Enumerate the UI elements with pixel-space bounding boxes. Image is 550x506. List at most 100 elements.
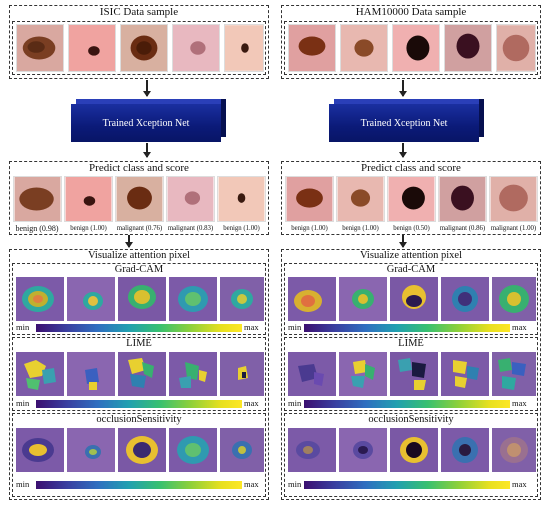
isic-occlusion-map-1 [16, 428, 64, 472]
isic-predict-image-5 [217, 176, 266, 222]
ham-gradcam-map-5 [492, 277, 536, 321]
isic-sample-image-1 [16, 24, 64, 72]
ham-predict-image-5 [489, 176, 538, 222]
ham-lime-map-5 [492, 352, 536, 396]
ham-lime-min-label: min [288, 398, 302, 408]
ham-sample-image-4 [444, 24, 492, 72]
isic-lime-map-4 [169, 352, 217, 396]
isic-occlusion-min-label: min [16, 479, 30, 489]
isic-lime-max-label: max [244, 398, 259, 408]
isic-occlusion-map-2 [67, 428, 115, 472]
isic-gradcam-title: Grad-CAM [114, 264, 164, 275]
ham-lime-colorbar [304, 400, 510, 408]
isic-attention-box [9, 249, 269, 500]
ham-occlusion-map-2 [339, 428, 387, 472]
isic-predict-image-4 [166, 176, 215, 222]
isic-lime-map-5 [220, 352, 264, 396]
xception-net-block-left: Trained Xception Net [71, 99, 226, 142]
ham-lime-box [284, 337, 538, 411]
ham-pred-label-3: benign (0.50) [393, 225, 430, 232]
ham-lime-map-2 [339, 352, 387, 396]
isic-pred-label-2: benign (1.00) [70, 225, 107, 232]
isic-lime-min-label: min [16, 398, 30, 408]
arrow-predict-to-attention-right [399, 235, 406, 248]
isic-lime-colorbar [36, 400, 242, 408]
ham-attention-box [281, 249, 541, 500]
isic-pred-label-3: malignant (0.76) [116, 225, 163, 232]
xception-net-label-left: Trained Xception Net [102, 117, 190, 129]
ham-predict-image-4 [438, 176, 487, 222]
isic-lime-map-2 [67, 352, 115, 396]
isic-gradcam-map-2 [67, 277, 115, 321]
isic-gradcam-min-label: min [16, 322, 30, 332]
ham-sample-inner-box [284, 21, 538, 75]
isic-sample-image-3 [120, 24, 168, 72]
ham-gradcam-map-3 [390, 277, 438, 321]
ham-predict-image-3 [387, 176, 436, 222]
isic-occlusion-map-5 [220, 428, 264, 472]
xception-net-block-right: Trained Xception Net [329, 99, 484, 142]
ham-attention-title: Visualize attention pixel [359, 250, 462, 261]
arrow-net-to-predict-right [399, 143, 406, 158]
ham-occlusion-min-label: min [288, 479, 302, 489]
isic-gradcam-map-3 [118, 277, 166, 321]
isic-lime-title: LIME [126, 338, 152, 349]
isic-sample-image-5 [224, 24, 264, 72]
ham-gradcam-title: Grad-CAM [386, 264, 436, 275]
isic-gradcam-box [12, 263, 266, 335]
isic-gradcam-map-5 [220, 277, 264, 321]
isic-lime-box [12, 337, 266, 411]
ham-occlusion-map-5 [492, 428, 536, 472]
isic-gradcam-colorbar [36, 324, 242, 332]
ham-sample-image-3 [392, 24, 440, 72]
ham-lime-map-1 [288, 352, 336, 396]
ham-gradcam-min-label: min [288, 322, 302, 332]
arrow-net-to-predict-left [143, 143, 150, 158]
xception-net-label-right: Trained Xception Net [360, 117, 448, 129]
ham-occlusion-map-1 [288, 428, 336, 472]
ham-sample-image-5 [496, 24, 536, 72]
ham-occlusion-map-4 [441, 428, 489, 472]
isic-occlusion-colorbar [36, 481, 242, 489]
ham-lime-max-label: max [512, 398, 527, 408]
ham-gradcam-box [284, 263, 538, 335]
isic-predict-box [9, 161, 269, 235]
isic-predict-image-3 [115, 176, 164, 222]
ham-sample-image-2 [340, 24, 388, 72]
isic-lime-map-3 [118, 352, 166, 396]
ham-pred-label-5: malignant (1.00) [490, 225, 537, 232]
ham-predict-image-1 [285, 176, 334, 222]
isic-occlusion-map-3 [118, 428, 166, 472]
ham-lime-title: LIME [398, 338, 424, 349]
ham-occlusion-box [284, 413, 538, 497]
ham-occlusion-colorbar [304, 481, 510, 489]
isic-occlusion-title: occlusionSensitivity [96, 414, 182, 425]
ham-predict-title: Predict class and score [361, 162, 461, 174]
ham-occlusion-title: occlusionSensitivity [368, 414, 454, 425]
isic-predict-image-2 [64, 176, 113, 222]
isic-gradcam-map-4 [169, 277, 217, 321]
ham-gradcam-max-label: max [512, 322, 527, 332]
ham-sample-image-1 [288, 24, 336, 72]
ham-gradcam-map-4 [441, 277, 489, 321]
ham-pred-label-1: benign (1.00) [291, 225, 328, 232]
ham-pred-label-4: malignant (0.86) [439, 225, 486, 232]
ham-sample-box [281, 5, 541, 79]
isic-sample-inner-box [12, 21, 266, 75]
ham-occlusion-map-3 [390, 428, 438, 472]
isic-pred-label-1: benign (0.98) [15, 224, 59, 233]
ham-occlusion-max-label: max [512, 479, 527, 489]
ham-gradcam-colorbar [304, 324, 510, 332]
ham-predict-box [281, 161, 541, 235]
ham-lime-map-4 [441, 352, 489, 396]
ham-sample-title: HAM10000 Data sample [355, 6, 467, 18]
arrow-sample-to-net-right [399, 80, 406, 97]
isic-occlusion-box [12, 413, 266, 497]
isic-lime-map-1 [16, 352, 64, 396]
isic-sample-image-4 [172, 24, 220, 72]
ham-gradcam-map-2 [339, 277, 387, 321]
isic-predict-image-1 [13, 176, 62, 222]
isic-sample-title: ISIC Data sample [99, 6, 179, 18]
isic-pred-label-5: benign (1.00) [223, 225, 260, 232]
ham-lime-map-3 [390, 352, 438, 396]
